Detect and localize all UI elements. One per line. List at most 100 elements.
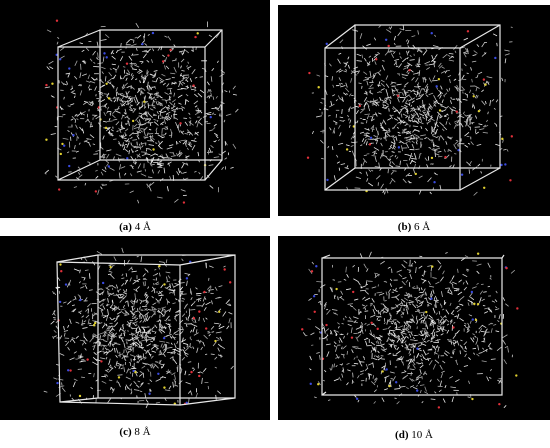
bond — [171, 372, 176, 376]
bond — [174, 314, 177, 320]
bond — [455, 139, 459, 142]
bond — [111, 300, 114, 303]
bond — [503, 359, 508, 365]
bond — [107, 273, 112, 275]
bond — [208, 164, 214, 166]
bond — [69, 357, 75, 361]
bond — [419, 301, 423, 305]
bond — [487, 262, 491, 268]
bond — [390, 82, 393, 85]
bond — [491, 99, 495, 102]
bond — [452, 334, 457, 339]
bond — [113, 138, 117, 140]
bond — [120, 102, 123, 107]
bond — [472, 347, 477, 350]
bond — [402, 361, 404, 366]
bond — [401, 344, 404, 348]
bond — [400, 330, 405, 334]
bond — [503, 405, 507, 409]
bond — [66, 151, 70, 154]
bond — [184, 76, 190, 81]
atom — [369, 136, 373, 139]
bond — [99, 92, 104, 97]
bond — [147, 111, 149, 114]
bond — [139, 355, 143, 357]
bond — [144, 307, 148, 311]
bond — [166, 155, 169, 160]
bond — [388, 98, 392, 102]
bond — [191, 323, 198, 327]
bond — [407, 154, 414, 157]
atom — [162, 336, 166, 340]
bond — [124, 128, 129, 132]
bond — [339, 39, 344, 44]
bond — [389, 332, 393, 337]
bond — [396, 83, 402, 86]
bond — [211, 331, 215, 333]
bond — [431, 130, 438, 134]
bond — [422, 357, 427, 360]
bond — [327, 114, 331, 117]
bond — [437, 347, 440, 352]
bond — [424, 331, 429, 335]
bond — [405, 302, 408, 309]
bond — [134, 64, 140, 68]
bond — [171, 335, 176, 340]
bond — [405, 291, 410, 298]
bond — [217, 347, 220, 352]
bond — [461, 345, 464, 350]
bond — [395, 60, 398, 66]
bond — [341, 373, 344, 378]
bond — [435, 312, 438, 315]
bond — [50, 133, 56, 135]
bond — [141, 365, 146, 369]
bond — [478, 324, 483, 330]
bond — [393, 61, 398, 66]
bond — [209, 265, 214, 268]
atom — [105, 56, 108, 59]
bond — [174, 380, 177, 387]
bond — [108, 72, 113, 77]
bond — [71, 308, 75, 313]
bond — [107, 309, 109, 316]
bond — [107, 81, 112, 85]
bond — [146, 71, 149, 75]
bond — [502, 334, 508, 339]
bond — [349, 305, 354, 308]
bond — [151, 137, 155, 141]
bond — [139, 320, 143, 323]
bond — [391, 339, 395, 344]
bond — [416, 317, 418, 322]
bond — [186, 66, 192, 69]
bond — [357, 347, 362, 350]
bond — [436, 325, 442, 328]
atom — [198, 374, 201, 378]
bond — [216, 60, 219, 64]
bond — [159, 319, 162, 326]
bond — [168, 96, 172, 100]
bond — [465, 280, 469, 285]
bond — [444, 70, 448, 74]
bond — [84, 297, 88, 301]
bond — [405, 131, 410, 134]
bond — [431, 57, 436, 62]
bond — [98, 91, 104, 94]
bond — [127, 300, 129, 307]
bond — [136, 153, 141, 158]
bond — [338, 69, 343, 73]
bond — [436, 69, 439, 73]
bond — [442, 270, 445, 275]
bond — [87, 84, 91, 89]
bond — [394, 58, 400, 61]
bond — [102, 314, 109, 319]
bond — [320, 130, 325, 132]
bond — [353, 320, 357, 324]
bond — [453, 287, 460, 290]
bond — [418, 48, 423, 53]
bond — [409, 368, 415, 371]
bond — [131, 312, 135, 316]
bond — [118, 127, 122, 132]
bond — [443, 149, 446, 153]
bond — [367, 106, 371, 112]
bond — [319, 354, 321, 360]
